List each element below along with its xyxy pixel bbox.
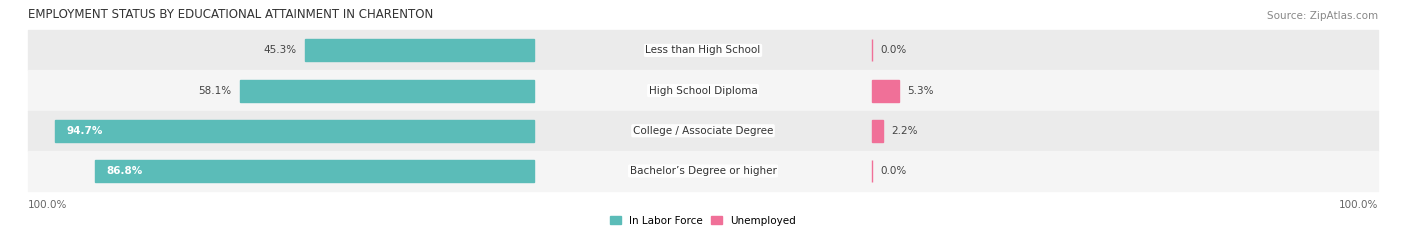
Text: 94.7%: 94.7% (66, 126, 103, 136)
Text: Bachelor’s Degree or higher: Bachelor’s Degree or higher (630, 166, 776, 176)
Text: Source: ZipAtlas.com: Source: ZipAtlas.com (1267, 11, 1378, 21)
Text: High School Diploma: High School Diploma (648, 86, 758, 96)
Bar (96, 160, 534, 182)
Text: Less than High School: Less than High School (645, 45, 761, 55)
Bar (28, 71, 1378, 111)
Text: 5.3%: 5.3% (907, 86, 934, 96)
Bar (28, 111, 1378, 151)
Bar (240, 79, 534, 102)
Bar (55, 120, 534, 142)
Text: 45.3%: 45.3% (263, 45, 297, 55)
Text: 0.0%: 0.0% (880, 45, 907, 55)
Text: 86.8%: 86.8% (107, 166, 142, 176)
Text: 100.0%: 100.0% (1339, 200, 1378, 210)
Bar (305, 39, 534, 62)
Legend: In Labor Force, Unemployed: In Labor Force, Unemployed (606, 212, 800, 230)
Text: 100.0%: 100.0% (28, 200, 67, 210)
Bar (28, 30, 1378, 70)
Text: 0.0%: 0.0% (880, 166, 907, 176)
Bar (872, 120, 883, 142)
Text: 2.2%: 2.2% (891, 126, 918, 136)
Text: EMPLOYMENT STATUS BY EDUCATIONAL ATTAINMENT IN CHARENTON: EMPLOYMENT STATUS BY EDUCATIONAL ATTAINM… (28, 8, 433, 21)
Bar (28, 151, 1378, 191)
Bar (872, 79, 898, 102)
Text: College / Associate Degree: College / Associate Degree (633, 126, 773, 136)
Text: 58.1%: 58.1% (198, 86, 232, 96)
